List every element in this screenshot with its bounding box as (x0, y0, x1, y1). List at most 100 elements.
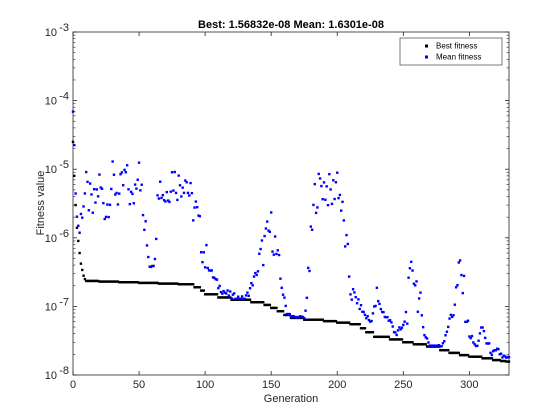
best-fitness-point (131, 281, 134, 284)
mean-fitness-point (350, 298, 353, 301)
best-fitness-point (445, 348, 449, 352)
best-fitness-point (160, 282, 163, 285)
best-fitness-point (149, 281, 153, 285)
mean-fitness-point (229, 290, 232, 293)
mean-fitness-point (83, 192, 87, 195)
best-fitness-point (104, 280, 108, 283)
mean-fitness-point (445, 330, 449, 333)
mean-fitness-point (193, 206, 196, 209)
mean-fitness-point (114, 193, 117, 196)
mean-fitness-point (272, 253, 276, 256)
best-fitness-point (316, 318, 319, 321)
mean-fitness-point (115, 191, 118, 195)
mean-fitness-point (135, 187, 138, 190)
mean-fitness-point (295, 316, 298, 319)
mean-fitness-point (287, 312, 290, 316)
mean-fitness-point (151, 264, 154, 268)
mean-fitness-point (411, 269, 414, 272)
best-fitness-point (264, 303, 268, 307)
mean-fitness-point (251, 284, 254, 287)
mean-fitness-point (343, 245, 347, 248)
best-fitness-point (192, 283, 195, 286)
y-tick-exponent: -7 (59, 296, 69, 308)
best-fitness-point (392, 338, 396, 341)
mean-fitness-point (318, 177, 322, 180)
mean-fitness-point (425, 337, 429, 340)
mean-fitness-point (156, 194, 159, 197)
best-fitness-point (116, 280, 120, 283)
mean-fitness-point (162, 199, 166, 202)
best-fitness-point (505, 360, 508, 363)
mean-fitness-point (172, 189, 175, 192)
best-fitness-point (248, 298, 252, 301)
mean-fitness-point (371, 312, 375, 315)
best-fitness-point (214, 293, 217, 296)
best-fitness-point (217, 296, 220, 299)
best-fitness-point (413, 343, 417, 346)
best-fitness-point (125, 281, 129, 284)
mean-fitness-point (419, 291, 422, 294)
best-fitness-point (254, 301, 257, 304)
mean-fitness-point (203, 266, 207, 269)
mean-fitness-point (281, 293, 285, 296)
best-fitness-point (318, 318, 322, 321)
best-fitness-point (490, 357, 494, 360)
mean-fitness-point (77, 224, 80, 227)
mean-fitness-point (490, 353, 494, 357)
mean-fitness-point (276, 249, 279, 252)
best-fitness-point (321, 318, 324, 321)
best-fitness-point (470, 355, 474, 358)
mean-fitness-point (468, 335, 471, 338)
mean-fitness-point (127, 188, 130, 191)
mean-fitness-point (354, 295, 357, 299)
best-fitness-point (218, 296, 221, 299)
mean-fitness-point (236, 295, 240, 298)
mean-fitness-point (465, 320, 468, 324)
mean-fitness-point (367, 318, 371, 322)
best-fitness-point (423, 343, 426, 346)
mean-fitness-point (78, 231, 81, 234)
best-fitness-point (246, 298, 249, 301)
mean-fitness-point (107, 215, 110, 219)
mean-fitness-point (205, 243, 208, 247)
best-fitness-point (100, 280, 104, 283)
best-fitness-point (465, 353, 468, 357)
mean-fitness-point (289, 315, 293, 319)
mean-fitness-point (108, 203, 112, 207)
best-fitness-point (346, 321, 350, 324)
mean-fitness-point (345, 233, 348, 237)
mean-fitness-point (123, 168, 126, 172)
best-fitness-point (439, 348, 442, 352)
best-fitness-point (388, 338, 392, 341)
mean-fitness-point (195, 205, 199, 209)
legend: Best fitness Mean fitness (399, 37, 503, 66)
mean-fitness-point (365, 317, 368, 320)
mean-fitness-point (305, 296, 309, 300)
best-fitness-point (190, 283, 194, 286)
best-fitness-point (86, 279, 89, 283)
best-fitness-point (201, 289, 204, 292)
best-fitness-point (210, 293, 213, 296)
best-fitness-point (355, 323, 359, 326)
best-fitness-point (375, 335, 379, 339)
best-fitness-point (177, 283, 180, 286)
mean-fitness-point (506, 355, 509, 359)
mean-fitness-point (435, 344, 438, 347)
best-fitness-point (236, 298, 240, 301)
mean-fitness-point (104, 215, 108, 219)
mean-fitness-point (464, 320, 467, 324)
mean-fitness-point (485, 342, 488, 345)
y-tick-exponent: -5 (59, 159, 69, 171)
mean-fitness-point (297, 316, 301, 319)
mean-fitness-point (507, 356, 511, 359)
best-fitness-point (222, 296, 225, 299)
mean-fitness-point (447, 325, 450, 329)
mean-fitness-point (157, 197, 161, 200)
legend-marker-best (425, 44, 428, 48)
best-fitness-point (197, 286, 200, 289)
mean-fitness-point (481, 326, 484, 329)
mean-fitness-point (243, 297, 246, 301)
best-fitness-point (350, 323, 353, 326)
best-fitness-point (489, 357, 492, 360)
mean-fitness-point (79, 212, 83, 216)
